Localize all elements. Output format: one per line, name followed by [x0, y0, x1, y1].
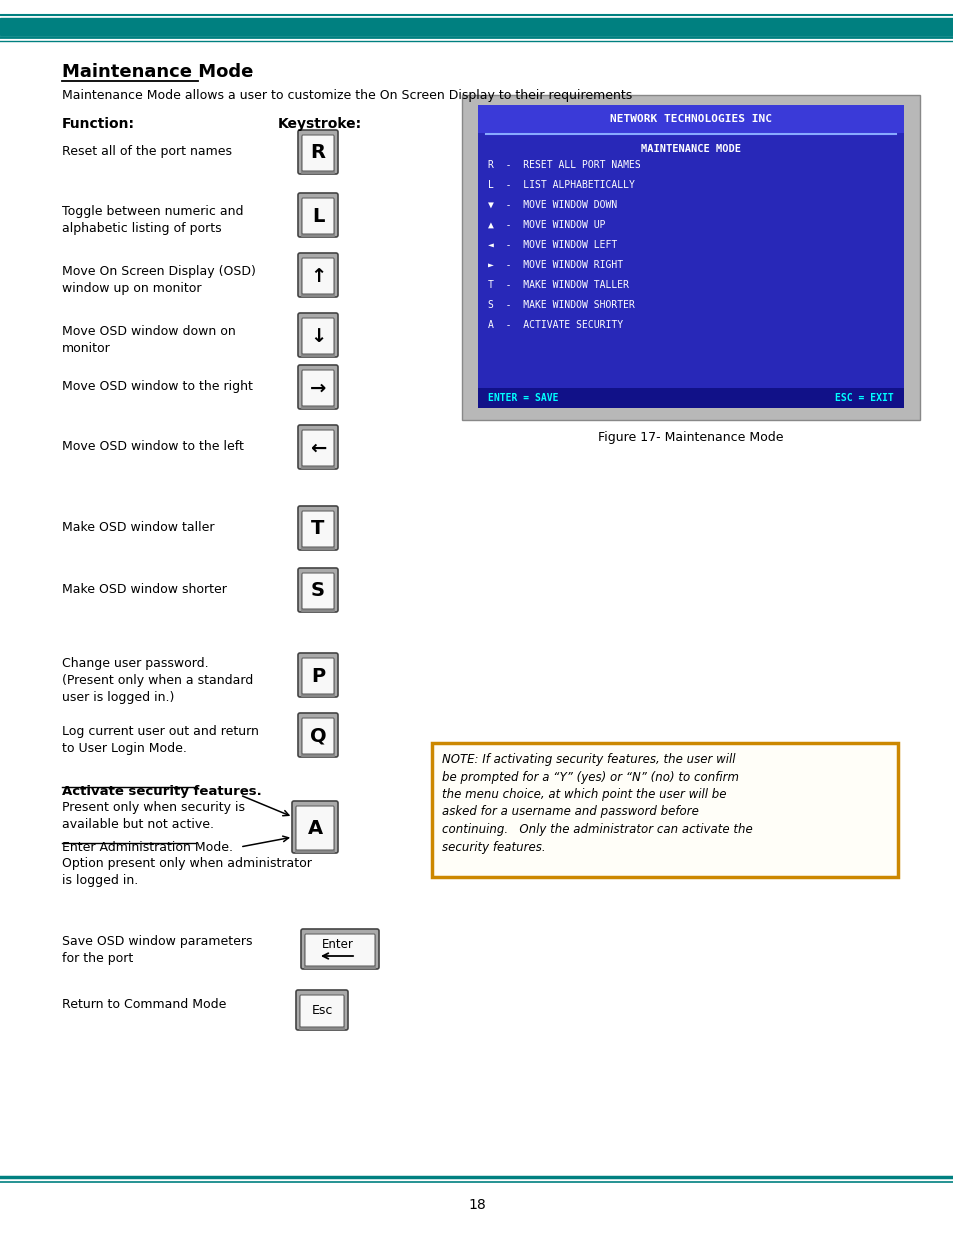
- Bar: [461, 95, 919, 420]
- FancyBboxPatch shape: [305, 934, 375, 966]
- Text: Option present only when administrator
is logged in.: Option present only when administrator i…: [62, 857, 312, 887]
- Text: NTI NODEMUX SERIES UNIVERSAL KVM SWITCH: NTI NODEMUX SERIES UNIVERSAL KVM SWITCH: [62, 21, 395, 33]
- FancyBboxPatch shape: [294, 806, 335, 853]
- Text: T  -  MAKE WINDOW TALLER: T - MAKE WINDOW TALLER: [488, 280, 628, 290]
- Text: ►  -  MOVE WINDOW RIGHT: ► - MOVE WINDOW RIGHT: [488, 261, 622, 270]
- FancyBboxPatch shape: [299, 995, 344, 1028]
- Text: ESC = EXIT: ESC = EXIT: [835, 393, 893, 403]
- FancyBboxPatch shape: [301, 259, 335, 296]
- Text: Move On Screen Display (OSD)
window up on monitor: Move On Screen Display (OSD) window up o…: [62, 266, 255, 295]
- FancyBboxPatch shape: [302, 430, 334, 466]
- Text: Log current user out and return
to User Login Mode.: Log current user out and return to User …: [62, 725, 258, 755]
- FancyBboxPatch shape: [301, 136, 335, 174]
- Text: NOTE: If activating security features, the user will
be prompted for a “Y” (yes): NOTE: If activating security features, t…: [441, 753, 752, 853]
- FancyBboxPatch shape: [297, 713, 337, 757]
- FancyBboxPatch shape: [292, 802, 337, 853]
- FancyBboxPatch shape: [297, 568, 337, 613]
- FancyBboxPatch shape: [301, 719, 335, 757]
- FancyBboxPatch shape: [302, 573, 334, 609]
- FancyBboxPatch shape: [297, 366, 337, 409]
- FancyBboxPatch shape: [302, 370, 334, 406]
- FancyBboxPatch shape: [301, 431, 335, 469]
- Text: Reset all of the port names: Reset all of the port names: [62, 144, 232, 158]
- FancyBboxPatch shape: [301, 513, 335, 550]
- Text: A  -  ACTIVATE SECURITY: A - ACTIVATE SECURITY: [488, 320, 622, 330]
- Text: L: L: [312, 206, 324, 226]
- FancyBboxPatch shape: [302, 258, 334, 294]
- Text: Move OSD window down on
monitor: Move OSD window down on monitor: [62, 325, 235, 354]
- FancyBboxPatch shape: [297, 653, 337, 697]
- FancyBboxPatch shape: [302, 658, 334, 694]
- FancyBboxPatch shape: [301, 319, 335, 357]
- Text: Activate security features.: Activate security features.: [62, 785, 261, 798]
- FancyBboxPatch shape: [298, 995, 345, 1030]
- Text: ENTER = SAVE: ENTER = SAVE: [488, 393, 558, 403]
- Text: Maintenance Mode allows a user to customize the On Screen Display to their requi: Maintenance Mode allows a user to custom…: [62, 89, 632, 101]
- Text: Maintenance Mode: Maintenance Mode: [62, 63, 253, 82]
- Text: →: →: [310, 378, 326, 398]
- FancyBboxPatch shape: [302, 198, 334, 233]
- Text: Enter Administration Mode.: Enter Administration Mode.: [62, 841, 233, 853]
- FancyBboxPatch shape: [297, 193, 337, 237]
- Text: Esc: Esc: [311, 1004, 333, 1018]
- FancyBboxPatch shape: [301, 370, 335, 409]
- Text: Figure 17- Maintenance Mode: Figure 17- Maintenance Mode: [598, 431, 783, 445]
- Bar: [432, 743, 897, 877]
- FancyBboxPatch shape: [295, 990, 348, 1030]
- Bar: [0, 19, 953, 35]
- Text: Toggle between numeric and
alphabetic listing of ports: Toggle between numeric and alphabetic li…: [62, 205, 243, 235]
- Bar: [477, 105, 903, 133]
- Text: MAINTENANCE MODE: MAINTENANCE MODE: [640, 144, 740, 154]
- Text: ↑: ↑: [310, 267, 326, 285]
- Text: Enter: Enter: [322, 937, 354, 951]
- Text: Make OSD window taller: Make OSD window taller: [62, 521, 214, 534]
- Text: A: A: [307, 819, 322, 837]
- Text: ▼  -  MOVE WINDOW DOWN: ▼ - MOVE WINDOW DOWN: [488, 200, 617, 210]
- Text: NETWORK TECHNOLOGIES INC: NETWORK TECHNOLOGIES INC: [609, 114, 771, 124]
- Text: Present only when security is
available but not active.: Present only when security is available …: [62, 802, 245, 831]
- Text: S: S: [311, 582, 325, 600]
- Text: Return to Command Mode: Return to Command Mode: [62, 998, 226, 1011]
- FancyBboxPatch shape: [301, 659, 335, 697]
- FancyBboxPatch shape: [302, 135, 334, 170]
- Text: S  -  MAKE WINDOW SHORTER: S - MAKE WINDOW SHORTER: [488, 300, 634, 310]
- FancyBboxPatch shape: [302, 317, 334, 354]
- Text: ◄  -  MOVE WINDOW LEFT: ◄ - MOVE WINDOW LEFT: [488, 240, 617, 249]
- FancyBboxPatch shape: [297, 130, 337, 174]
- Text: Make OSD window shorter: Make OSD window shorter: [62, 583, 227, 597]
- Text: ▲  -  MOVE WINDOW UP: ▲ - MOVE WINDOW UP: [488, 220, 605, 230]
- Text: T: T: [311, 520, 324, 538]
- Text: Change user password.
(Present only when a standard
user is logged in.): Change user password. (Present only when…: [62, 657, 253, 704]
- Text: Move OSD window to the left: Move OSD window to the left: [62, 440, 244, 453]
- Text: ←: ←: [310, 438, 326, 457]
- Text: 18: 18: [468, 1198, 485, 1212]
- FancyBboxPatch shape: [297, 253, 337, 296]
- Text: Keystroke:: Keystroke:: [277, 117, 362, 131]
- Text: R  -  RESET ALL PORT NAMES: R - RESET ALL PORT NAMES: [488, 161, 640, 170]
- Text: Function:: Function:: [62, 117, 135, 131]
- FancyBboxPatch shape: [301, 929, 378, 969]
- Text: Save OSD window parameters
for the port: Save OSD window parameters for the port: [62, 935, 253, 965]
- Text: P: P: [311, 667, 325, 685]
- Text: R: R: [310, 143, 325, 163]
- Text: L  -  LIST ALPHABETICALLY: L - LIST ALPHABETICALLY: [488, 180, 634, 190]
- FancyBboxPatch shape: [297, 312, 337, 357]
- FancyBboxPatch shape: [302, 718, 334, 755]
- FancyBboxPatch shape: [295, 806, 334, 850]
- Text: Move OSD window to the right: Move OSD window to the right: [62, 380, 253, 393]
- FancyBboxPatch shape: [297, 506, 337, 550]
- FancyBboxPatch shape: [302, 511, 334, 547]
- FancyBboxPatch shape: [297, 425, 337, 469]
- FancyBboxPatch shape: [304, 935, 375, 969]
- Text: ↓: ↓: [310, 326, 326, 346]
- FancyBboxPatch shape: [301, 574, 335, 613]
- Bar: [477, 388, 903, 408]
- Text: Q: Q: [310, 726, 326, 746]
- Bar: [477, 105, 903, 408]
- FancyBboxPatch shape: [301, 199, 335, 237]
